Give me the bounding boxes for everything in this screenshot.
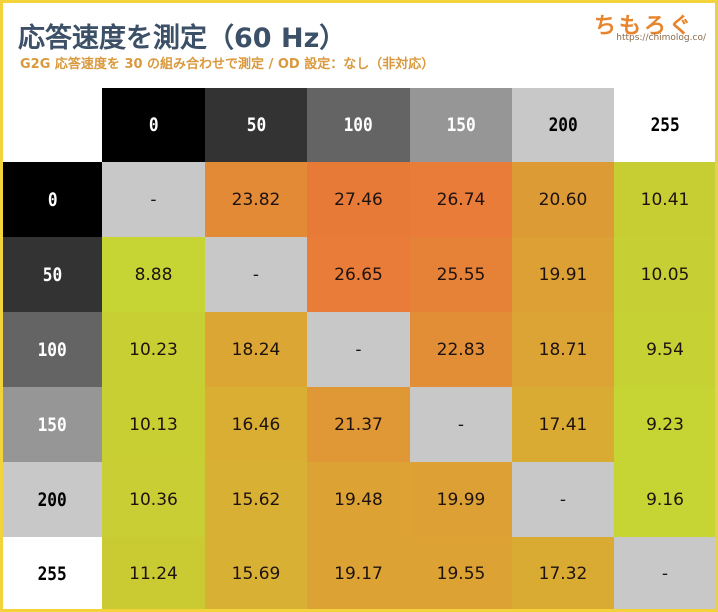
heatmap-cell: 23.82 bbox=[205, 162, 307, 237]
column-header-label: 255 bbox=[650, 114, 680, 136]
page-subtitle: G2G 応答速度を 30 の組み合わせで測定 / OD 設定：なし（非対応） bbox=[20, 57, 435, 72]
heatmap-cell: 10.41 bbox=[614, 162, 716, 237]
site-logo: ちもろぐ bbox=[593, 14, 694, 39]
heatmap-cell: 10.13 bbox=[102, 387, 205, 462]
heatmap-cell: 9.16 bbox=[614, 462, 716, 537]
heatmap-cell: 27.46 bbox=[307, 162, 410, 237]
heatmap-cell: 15.69 bbox=[205, 537, 307, 611]
heatmap-cell-diagonal: - bbox=[102, 162, 205, 237]
heatmap-cell: 19.91 bbox=[512, 237, 614, 312]
column-header: 50 bbox=[205, 88, 307, 162]
column-header-label: 100 bbox=[343, 114, 374, 136]
column-header-label: 50 bbox=[246, 114, 266, 136]
heatmap-cell: 10.23 bbox=[102, 312, 205, 387]
column-header: 0 bbox=[102, 88, 205, 162]
heatmap-cell: 8.88 bbox=[102, 237, 205, 312]
heatmap-cell-diagonal: - bbox=[205, 237, 307, 312]
heatmap-cell: 10.05 bbox=[614, 237, 716, 312]
row-header: 50 bbox=[3, 237, 102, 312]
corner-cell bbox=[3, 88, 102, 162]
row-header-label: 150 bbox=[37, 413, 68, 436]
row-header: 0 bbox=[3, 162, 102, 237]
row-header: 100 bbox=[3, 312, 102, 387]
heatmap-cell-diagonal: - bbox=[512, 462, 614, 537]
heatmap-cell: 17.32 bbox=[512, 537, 614, 611]
row-header: 200 bbox=[3, 462, 102, 537]
heatmap-cell: 9.23 bbox=[614, 387, 716, 462]
heatmap-cell: 21.37 bbox=[307, 387, 410, 462]
row-header-label: 0 bbox=[47, 188, 58, 211]
column-header: 255 bbox=[614, 88, 716, 162]
column-header: 200 bbox=[512, 88, 614, 162]
heatmap-cell: 26.74 bbox=[410, 162, 512, 237]
heatmap-cell: 26.65 bbox=[307, 237, 410, 312]
column-header-label: 200 bbox=[548, 114, 578, 136]
heatmap-cell: 19.55 bbox=[410, 537, 512, 611]
heatmap-cell: 15.62 bbox=[205, 462, 307, 537]
heatmap-cell: 9.54 bbox=[614, 312, 716, 387]
heatmap-cell: 19.17 bbox=[307, 537, 410, 611]
column-header-label: 0 bbox=[148, 114, 159, 136]
heatmap-cell-diagonal: - bbox=[307, 312, 410, 387]
heatmap-cell: 19.99 bbox=[410, 462, 512, 537]
response-time-heatmap: 0 50 100 150 200 255 0-23.82 27.46 26.74 20.60 10.… bbox=[3, 88, 716, 611]
heatmap-cell: 18.24 bbox=[205, 312, 307, 387]
heatmap-cell: 10.36 bbox=[102, 462, 205, 537]
heatmap-cell: 11.24 bbox=[102, 537, 205, 611]
heatmap-cell: 20.60 bbox=[512, 162, 614, 237]
row-header-label: 50 bbox=[42, 263, 63, 286]
row-header-label: 200 bbox=[37, 488, 68, 511]
site-url: https://chimolog.co/ bbox=[616, 33, 706, 43]
row-header: 150 bbox=[3, 387, 102, 462]
column-header-label: 150 bbox=[446, 114, 476, 136]
heatmap-cell-diagonal: - bbox=[614, 537, 716, 611]
heatmap-cell: 25.55 bbox=[410, 237, 512, 312]
column-header: 150 bbox=[410, 88, 512, 162]
row-header-label: 100 bbox=[37, 338, 68, 361]
heatmap-cell: 16.46 bbox=[205, 387, 307, 462]
heatmap-cell-diagonal: - bbox=[410, 387, 512, 462]
heatmap-cell: 19.48 bbox=[307, 462, 410, 537]
page-title: 応答速度を測定（60 Hz） bbox=[18, 23, 347, 54]
column-header: 100 bbox=[307, 88, 410, 162]
row-header-label: 255 bbox=[37, 563, 68, 585]
heatmap-cell: 22.83 bbox=[410, 312, 512, 387]
heatmap-cell: 17.41 bbox=[512, 387, 614, 462]
row-header: 255 bbox=[3, 537, 102, 611]
heatmap-cell: 18.71 bbox=[512, 312, 614, 387]
